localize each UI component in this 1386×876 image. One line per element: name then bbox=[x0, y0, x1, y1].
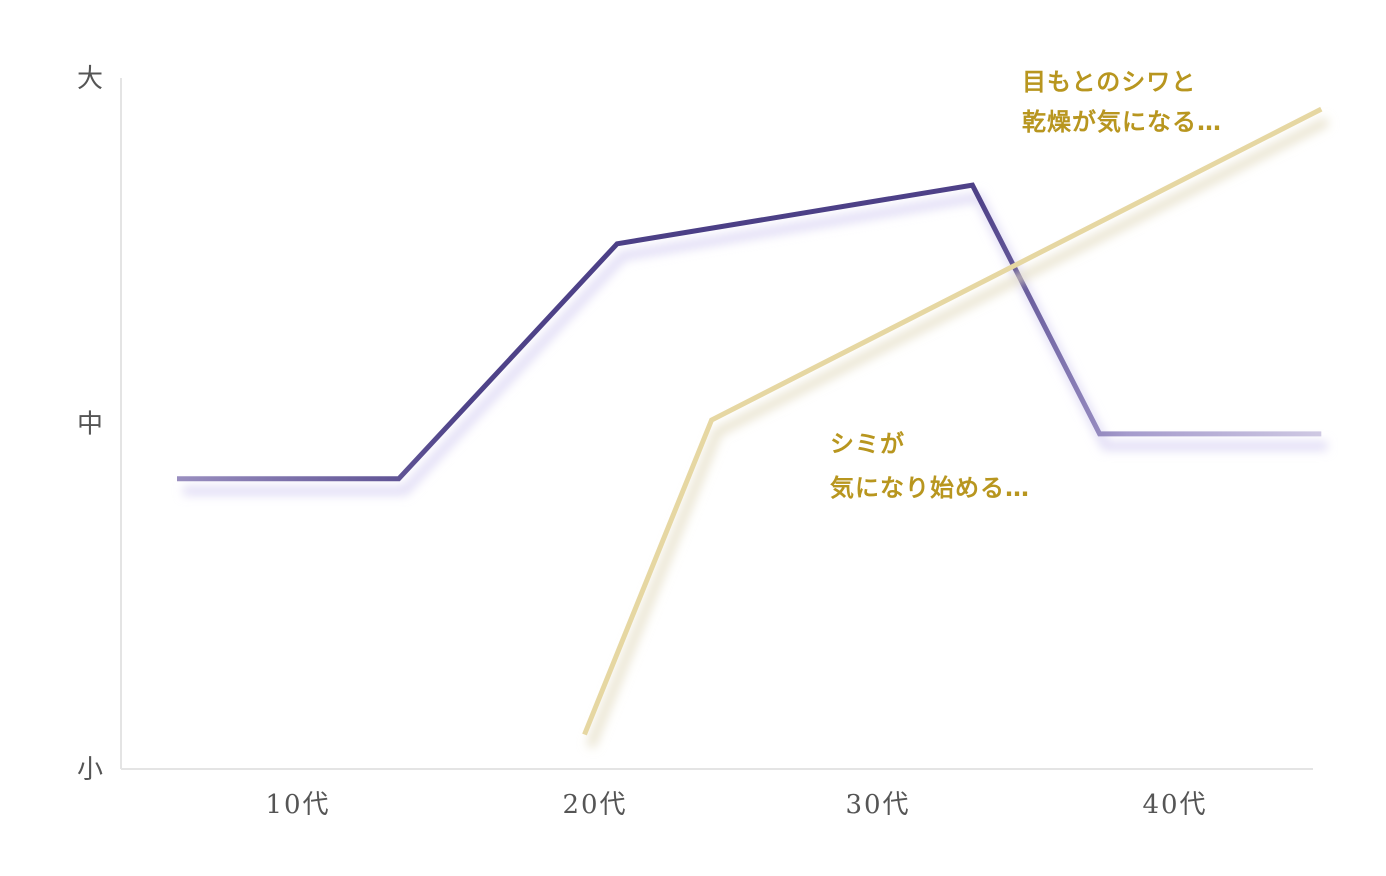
y-tick-small: 小 bbox=[77, 755, 103, 785]
annotation-wrinkle-line-2: 乾燥が気になる… bbox=[1022, 108, 1222, 136]
annotation-wrinkle: 目もとのシワと 乾燥が気になる… bbox=[1022, 68, 1222, 136]
x-tick-label: 30代 bbox=[845, 790, 910, 820]
series-line-purple bbox=[177, 182, 1322, 482]
series-layer bbox=[177, 106, 1330, 749]
x-tick-label: 20代 bbox=[562, 790, 627, 820]
annotation-shimi-line-2: 気になり始める… bbox=[830, 474, 1030, 502]
y-axis-ticks: 小中大 bbox=[77, 64, 103, 785]
x-axis-ticks: 10代 20代 30代 40代 bbox=[265, 790, 1207, 820]
y-tick-large: 大 bbox=[77, 64, 103, 94]
annotation-shimi: シミが 気になり始める… bbox=[830, 430, 1030, 502]
annotation-shimi-line-1: シミが bbox=[830, 430, 905, 458]
series-line-gold-group bbox=[582, 106, 1330, 749]
series-line-gold bbox=[582, 106, 1323, 736]
series-line-gold-shadow bbox=[586, 117, 1330, 749]
y-tick-medium: 中 bbox=[77, 410, 103, 440]
x-tick-label: 40代 bbox=[1142, 790, 1207, 820]
axes bbox=[120, 78, 1313, 770]
x-tick-label: 10代 bbox=[265, 790, 330, 820]
series-line-purple-shadow bbox=[183, 192, 1328, 496]
series-line-purple-group bbox=[177, 182, 1328, 496]
annotation-wrinkle-line-1: 目もとのシワと bbox=[1022, 68, 1196, 96]
